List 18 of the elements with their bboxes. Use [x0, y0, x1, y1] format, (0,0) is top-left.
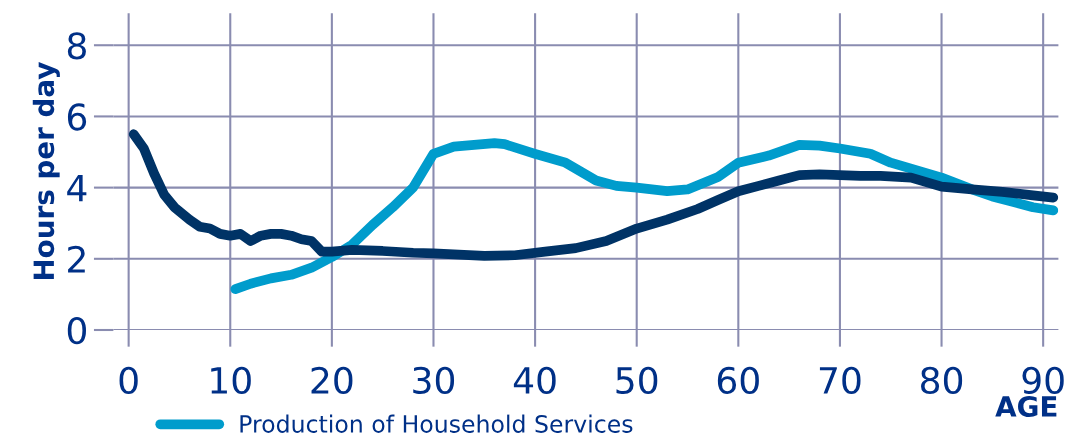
x-tick-label: 50 — [616, 366, 658, 395]
x-axis-title: AGE — [995, 395, 1057, 418]
x-tick-label: 70 — [819, 366, 861, 395]
x-tick-label: 10 — [211, 366, 251, 395]
y-tick-label: 2 — [68, 245, 85, 273]
x-tick-label: 40 — [513, 366, 556, 395]
y-tick-label: 0 — [67, 316, 86, 345]
y-tick-label: 6 — [67, 103, 87, 131]
x-tick-label: 80 — [921, 366, 963, 395]
x-tick-label: 90 — [1022, 366, 1064, 395]
y-tick-label: 4 — [67, 175, 87, 202]
y-tick-label: 8 — [67, 32, 86, 60]
x-tick-label: 30 — [413, 366, 455, 395]
y-axis-title: Hours per day — [32, 62, 60, 280]
x-tick-label: 60 — [717, 366, 759, 395]
legend-label: Production of Household Services — [240, 414, 633, 433]
x-tick-label: 20 — [311, 366, 353, 395]
x-tick-label: 0 — [119, 366, 138, 395]
